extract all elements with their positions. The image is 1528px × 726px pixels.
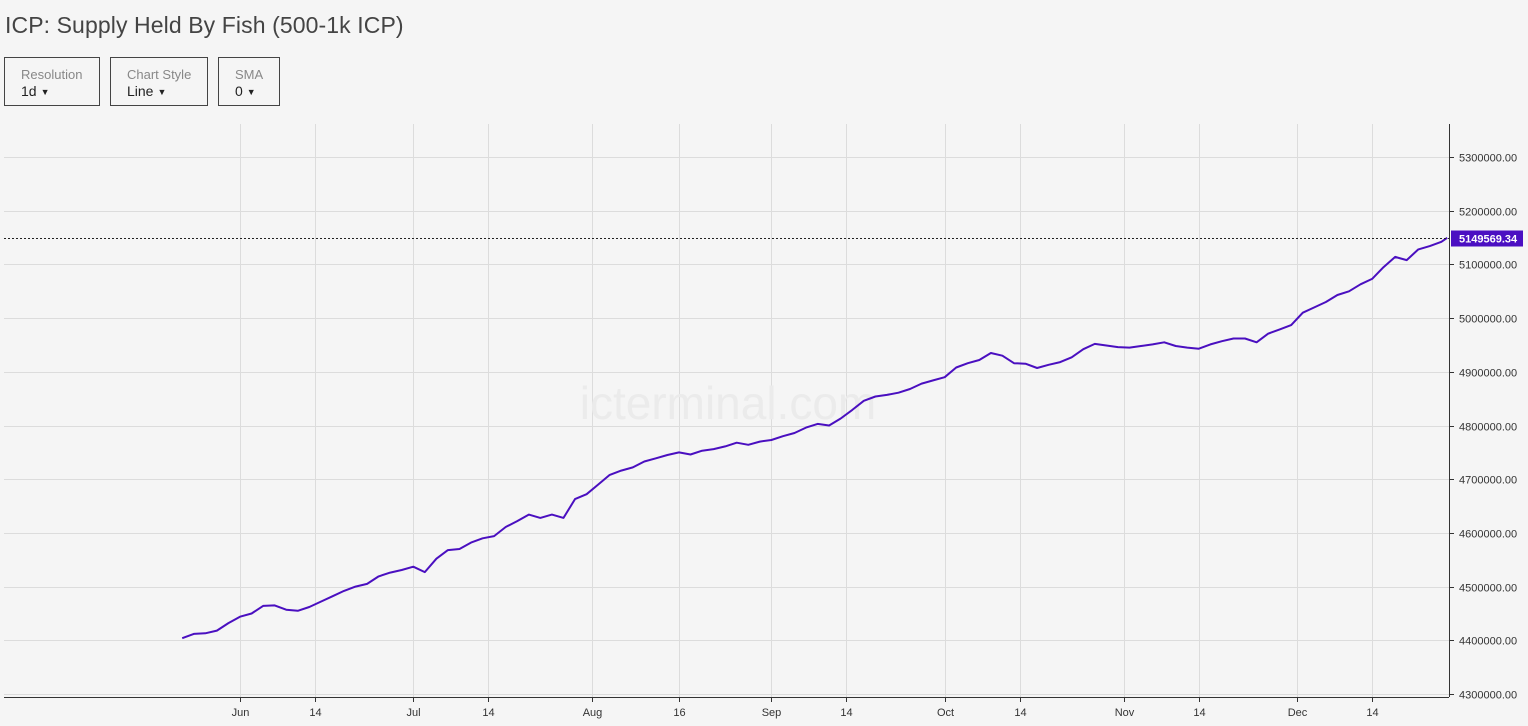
- x-tick-label: Oct: [937, 707, 954, 719]
- x-tick-label: 14: [1193, 707, 1205, 719]
- x-tick-label: 14: [1014, 707, 1026, 719]
- last-value-marker: 5149569.34: [4, 230, 1523, 247]
- y-tick-label: 4900000.00: [1459, 368, 1517, 380]
- last-value-badge: [1451, 230, 1523, 247]
- x-tick-label: Sep: [762, 707, 782, 719]
- chevron-down-icon: ▼: [246, 87, 256, 97]
- chart-style-value: Line: [127, 83, 154, 99]
- x-tick-label: Jun: [232, 707, 250, 719]
- tick-labels: 5300000.00 5200000.00 5100000.00 5000000.00…: [232, 153, 1518, 720]
- sma-value: 0: [235, 83, 243, 99]
- y-tick-label: 4800000.00: [1459, 422, 1517, 434]
- y-tick-label: 4600000.00: [1459, 529, 1517, 541]
- chevron-down-icon: ▼: [40, 87, 50, 97]
- y-tick-label: 4500000.00: [1459, 583, 1517, 595]
- y-tick-label: 4300000.00: [1459, 690, 1517, 702]
- watermark: icterminal.com: [580, 377, 877, 429]
- axes: [4, 124, 1454, 702]
- sma-label: SMA: [235, 67, 264, 82]
- sma-value-row: 0 ▼: [235, 83, 279, 101]
- y-tick-label: 5000000.00: [1459, 314, 1517, 326]
- chart-style-label: Chart Style: [127, 67, 192, 82]
- chart-title: ICP: Supply Held By Fish (500-1k ICP): [5, 12, 404, 38]
- chevron-down-icon: ▼: [157, 87, 167, 97]
- resolution-label: Resolution: [21, 67, 83, 82]
- y-tick-label: 5100000.00: [1459, 260, 1517, 272]
- resolution-value: 1d: [21, 83, 37, 99]
- resolution-value-row: 1d ▼: [21, 83, 99, 101]
- x-tick-label: 14: [1366, 707, 1378, 719]
- y-tick-label: 5300000.00: [1459, 153, 1517, 165]
- sma-dropdown[interactable]: SMA 0 ▼: [218, 57, 280, 106]
- x-tick-label: 14: [309, 707, 321, 719]
- grid-lines: [4, 124, 1449, 697]
- x-tick-label: 16: [673, 707, 685, 719]
- x-tick-label: Aug: [583, 707, 603, 719]
- resolution-dropdown[interactable]: Resolution 1d ▼: [4, 57, 100, 106]
- last-value-label: 5149569.34: [1459, 234, 1518, 246]
- y-tick-label: 5200000.00: [1459, 207, 1517, 219]
- x-tick-label: Nov: [1115, 707, 1135, 719]
- x-tick-label: Jul: [406, 707, 420, 719]
- chart-style-value-row: Line ▼: [127, 83, 207, 101]
- y-tick-label: 4700000.00: [1459, 475, 1517, 487]
- x-tick-label: Dec: [1288, 707, 1308, 719]
- y-tick-label: 4400000.00: [1459, 636, 1517, 648]
- chart-style-dropdown[interactable]: Chart Style Line ▼: [110, 57, 208, 106]
- x-tick-label: 14: [840, 707, 852, 719]
- x-tick-label: 14: [482, 707, 494, 719]
- series-group: [181, 236, 1448, 640]
- series-line: [181, 236, 1448, 640]
